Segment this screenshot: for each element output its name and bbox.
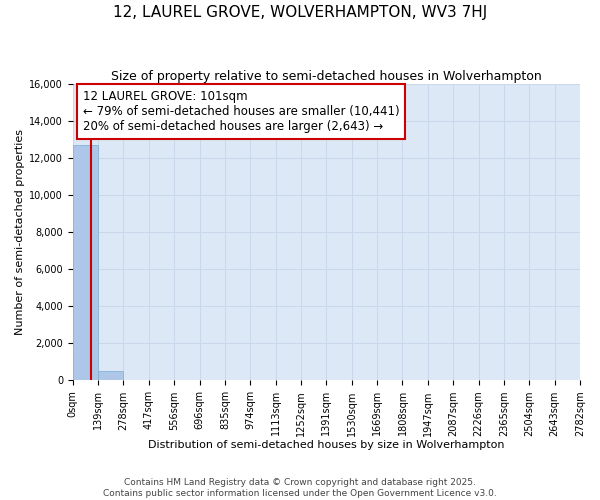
Text: 12 LAUREL GROVE: 101sqm
← 79% of semi-detached houses are smaller (10,441)
20% o: 12 LAUREL GROVE: 101sqm ← 79% of semi-de… [83, 90, 400, 133]
Text: 12, LAUREL GROVE, WOLVERHAMPTON, WV3 7HJ: 12, LAUREL GROVE, WOLVERHAMPTON, WV3 7HJ [113, 5, 487, 20]
Bar [73, 146, 98, 380]
Bar [98, 371, 124, 380]
Title: Size of property relative to semi-detached houses in Wolverhampton: Size of property relative to semi-detach… [111, 70, 542, 83]
Text: Contains HM Land Registry data © Crown copyright and database right 2025.
Contai: Contains HM Land Registry data © Crown c… [103, 478, 497, 498]
Y-axis label: Number of semi-detached properties: Number of semi-detached properties [15, 130, 25, 336]
X-axis label: Distribution of semi-detached houses by size in Wolverhampton: Distribution of semi-detached houses by … [148, 440, 505, 450]
